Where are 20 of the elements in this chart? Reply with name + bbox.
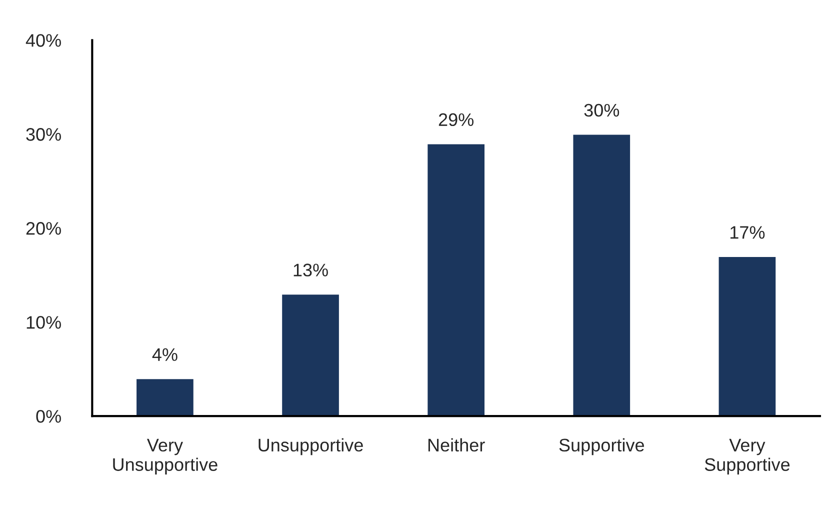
x-tick-label: Supportive xyxy=(559,438,644,456)
bar xyxy=(135,378,195,416)
data-label: 17% xyxy=(730,226,765,239)
data-label: 13% xyxy=(294,264,328,276)
y-tick-label: 30% xyxy=(26,128,61,141)
data-label: 30% xyxy=(584,104,620,117)
bar xyxy=(426,142,486,416)
x-tick-label: Neither xyxy=(428,438,485,452)
x-tick-label: Unsupportive xyxy=(258,438,363,456)
bar xyxy=(572,133,632,416)
data-label: 29% xyxy=(438,113,474,126)
x-tick-label: Very Supportive xyxy=(704,438,790,475)
y-tick-label: 40% xyxy=(26,34,61,47)
y-tick-label: 0% xyxy=(36,410,61,423)
y-tick-label: 10% xyxy=(26,316,61,329)
bar xyxy=(717,256,778,416)
x-tick-label: Very Unsupportive xyxy=(113,438,218,475)
data-label: 4% xyxy=(152,348,178,361)
y-tick-label: 20% xyxy=(26,222,61,235)
bar xyxy=(280,293,340,416)
